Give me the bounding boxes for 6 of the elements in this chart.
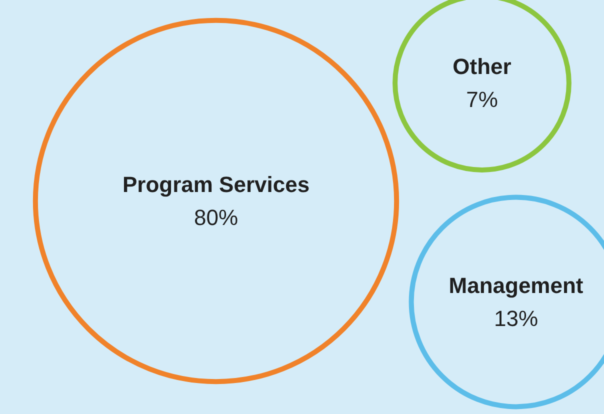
category-label: Other	[452, 54, 512, 80]
data-label: 13%	[494, 306, 538, 332]
data-label: 80%	[194, 205, 238, 230]
data-label: 7%	[466, 87, 498, 112]
category-label: Management	[448, 273, 584, 298]
category-label: Program Services	[122, 172, 310, 198]
